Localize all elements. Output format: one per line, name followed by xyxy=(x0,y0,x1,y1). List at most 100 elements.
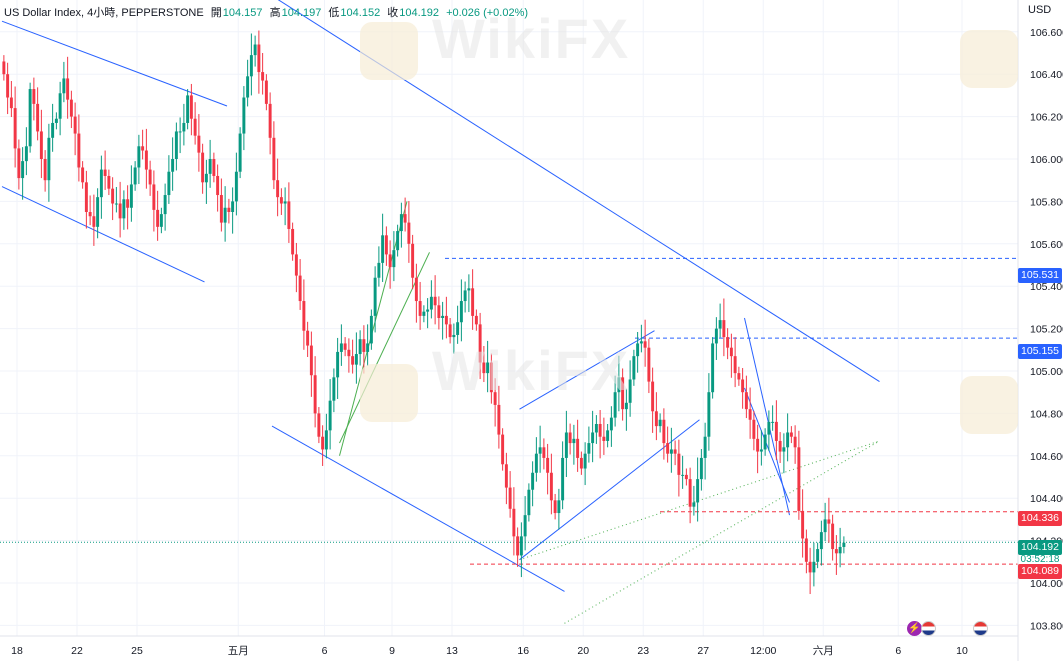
candle xyxy=(692,485,696,516)
candle xyxy=(411,234,415,290)
us-flag-icon[interactable] xyxy=(921,621,936,636)
candle-body xyxy=(306,330,310,346)
candle-body xyxy=(238,133,242,172)
candle xyxy=(598,410,602,459)
candle-body xyxy=(546,457,550,473)
candle xyxy=(726,328,730,360)
candle-body xyxy=(174,131,178,159)
candle-body xyxy=(531,472,535,490)
candle xyxy=(654,392,658,441)
symbol-label: US Dollar Index, 4小時, PEPPERSTONE xyxy=(4,7,204,19)
candle xyxy=(69,90,73,129)
candle-body xyxy=(47,137,51,181)
x-tick-label: 22 xyxy=(71,645,83,657)
candle xyxy=(414,263,418,323)
candle-body xyxy=(684,474,688,480)
candle-body xyxy=(392,250,396,268)
candle-body xyxy=(834,549,838,554)
candle-body xyxy=(362,339,366,352)
candle xyxy=(144,128,148,189)
candle xyxy=(148,160,152,196)
trendline xyxy=(339,201,408,456)
candle xyxy=(587,426,591,463)
candle-body xyxy=(561,457,565,501)
candle xyxy=(759,430,763,466)
candle xyxy=(452,323,456,354)
candle xyxy=(797,430,801,520)
candle xyxy=(133,161,137,191)
candle-body xyxy=(84,182,88,212)
currency-label[interactable]: USD xyxy=(1028,4,1052,16)
candle-body xyxy=(279,197,283,204)
candle-body xyxy=(366,343,370,352)
candle xyxy=(684,468,688,486)
candle-body xyxy=(141,146,145,151)
candle xyxy=(669,427,673,473)
watermark-logo xyxy=(960,376,1018,434)
candle xyxy=(688,467,692,524)
candle-body xyxy=(594,424,598,433)
watermark-logo xyxy=(960,30,1018,88)
candle-body xyxy=(527,489,531,516)
candle-body xyxy=(189,95,193,119)
candle-body xyxy=(722,320,726,338)
candle-body xyxy=(714,328,718,344)
candle xyxy=(519,522,523,578)
candle xyxy=(238,127,242,179)
candle xyxy=(321,425,325,466)
candle xyxy=(283,187,287,226)
candle xyxy=(771,405,775,431)
candle xyxy=(433,275,437,325)
candle xyxy=(711,337,715,399)
candle-body xyxy=(433,296,437,306)
candle xyxy=(66,56,70,119)
candle xyxy=(208,139,212,188)
candle xyxy=(24,127,28,176)
lightning-icon[interactable]: ⚡ xyxy=(907,621,922,636)
candle xyxy=(681,455,685,489)
candle xyxy=(493,378,497,427)
candle xyxy=(658,413,662,433)
candle xyxy=(96,188,100,239)
candle-body xyxy=(66,78,70,100)
candle-body xyxy=(122,199,126,219)
candle xyxy=(84,170,88,229)
candle-body xyxy=(448,324,452,338)
candle-body xyxy=(396,231,400,251)
candle-body xyxy=(321,436,325,450)
candle xyxy=(752,410,756,451)
candle xyxy=(572,424,576,465)
candle-body xyxy=(253,44,257,56)
candle-body xyxy=(24,146,28,162)
candle xyxy=(504,452,508,505)
candle-body xyxy=(73,116,77,134)
us-flag-icon[interactable] xyxy=(973,621,988,636)
x-tick-label: 6 xyxy=(895,645,901,657)
candle xyxy=(662,408,666,460)
candle-body xyxy=(482,362,486,374)
candle-body xyxy=(249,55,253,77)
candle xyxy=(373,266,377,333)
candle xyxy=(189,83,193,136)
candle xyxy=(62,61,66,103)
candle xyxy=(823,502,827,542)
candle xyxy=(407,200,411,263)
candle-body xyxy=(156,209,160,227)
candle-body xyxy=(88,212,92,217)
candle-body xyxy=(647,347,651,382)
x-tick-label: 23 xyxy=(637,645,649,657)
candle xyxy=(621,368,625,421)
candle xyxy=(834,535,838,575)
candle-body xyxy=(677,453,681,475)
candle xyxy=(103,150,107,190)
candle xyxy=(129,165,133,222)
candle xyxy=(212,152,216,183)
candle-body xyxy=(309,345,313,376)
candle xyxy=(287,182,291,243)
candle xyxy=(276,158,280,217)
candle xyxy=(714,317,718,360)
candle-body xyxy=(36,103,40,132)
candle-body xyxy=(17,148,21,179)
